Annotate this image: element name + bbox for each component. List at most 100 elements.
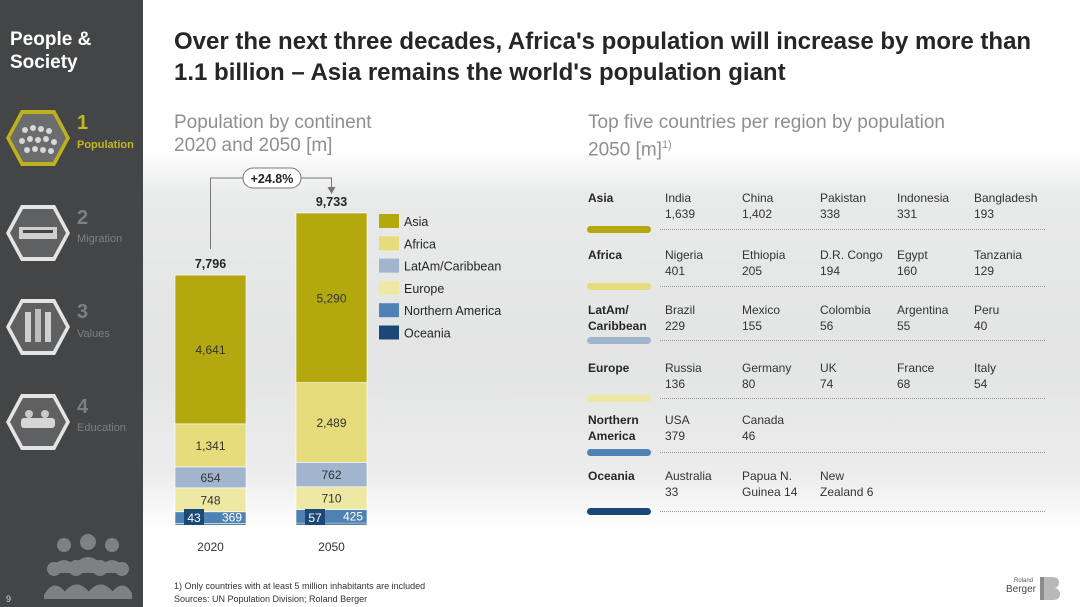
country-name: Egypt [897,248,928,262]
region-color-bar [587,449,651,456]
country-cell: China 1,402 [742,190,818,222]
legend-swatch [379,236,399,251]
table-subtitle: Top five countries per region by populat… [588,111,945,161]
country-cell: Germany 80 [742,360,818,392]
country-name: D.R. Congo [820,248,883,262]
region-label: Africa [588,248,623,262]
country-name: China [742,191,774,205]
footnote-marker: 1) [661,139,672,151]
country-name: Ethiopia [742,248,786,262]
country-population: 194 [820,264,841,278]
country-population: 331 [897,207,918,221]
bar-total-label: 7,796 [195,257,226,271]
country-name: Germany [742,361,792,375]
legend-swatch [379,214,399,228]
data-label-asia: 4,641 [195,343,225,357]
data-label-latam-caribbean: 654 [200,471,220,485]
growth-label: +24.8% [251,172,294,186]
data-label-latam-caribbean: 762 [321,468,341,482]
data-label-europe: 710 [321,492,341,506]
country-name: Tanzania [974,248,1023,262]
legend-swatch [379,280,399,295]
country-population: 55 [897,319,911,333]
bar-total-label: 9,733 [316,195,347,209]
country-population: 129 [974,264,995,278]
nav-number: 1 [77,112,89,134]
row-separator [660,511,1045,512]
section-title: People & Society [10,28,91,74]
data-label-asia: 5,290 [316,291,346,305]
growth-bracket-arrow [327,187,336,194]
region-color-bar [587,395,651,402]
data-label-africa: 1,341 [195,439,225,453]
nav-number: 4 [77,396,89,418]
country-cell: India 1,639 [665,190,741,222]
row-separator [660,452,1045,453]
country-cell: Peru 40 [974,302,1050,334]
page-number: 9 [6,594,12,604]
migration-hex-icon [6,205,70,261]
nav-label: Education [77,422,126,434]
country-population: 80 [742,377,756,391]
country-population: 205 [742,264,763,278]
page-title: Over the next three decades, Africa's po… [174,28,1032,86]
footnote-block: 1) Only countries with at least 5 millio… [174,580,425,606]
legend-label: Northern America [404,304,501,318]
row-separator [660,340,1045,341]
bar-segment-asia-2020 [174,274,247,425]
country-name: Pakistan [820,191,867,205]
region-color-bar [587,226,651,233]
population-hex-icon [6,110,70,166]
country-cell: Russia 136 [665,360,741,392]
country-name: France [897,361,935,375]
population-stacked-bar-chart: 2020 2050 4,641 5,290 1,341 2,489 654 762 748 710… [174,167,501,554]
country-name: Nigeria [665,248,704,262]
country-cell: Papua N. Guinea 14 [742,468,818,500]
country-cell: Mexico 155 [742,302,818,334]
country-cell: Nigeria 401 [665,247,741,279]
country-cell: France 68 [897,360,973,392]
sidebar: People & Society 1 Population 2 Migratio… [0,0,143,607]
row-separator [660,398,1045,399]
region-label: Oceania [588,469,635,483]
country-name: Bangladesh [974,191,1038,205]
legend-label: Europe [404,282,444,296]
data-label-oceania: 57 [308,511,322,525]
data-label-oceania: 43 [187,511,201,525]
country-cell: New Zealand 6 [820,468,896,500]
country-population: Zealand 6 [820,485,874,499]
country-name: USA [665,413,690,427]
country-name: Russia [665,361,702,375]
nav-label: Migration [77,233,123,245]
region-label: Europe [588,361,630,375]
region-label: Northern America [588,412,658,444]
bar-segment-latam-caribbean-2050 [295,462,368,488]
table-subtitle-unit: 2050 [m] [588,139,662,161]
country-population: 40 [974,319,988,333]
country-name: India [665,191,692,205]
bar-segment-asia-2050 [295,212,368,383]
country-name: Peru [974,303,1000,317]
country-cell: Bangladesh 193 [974,190,1050,222]
nav-label: Population [77,139,134,151]
x-tick-label: 2050 [318,540,345,554]
country-name: Mexico [742,303,781,317]
country-cell: Tanzania 129 [974,247,1050,279]
region-color-bar [587,337,651,344]
country-cell: Canada 46 [742,412,818,444]
legend-swatch [379,303,399,318]
country-name: Argentina [897,303,949,317]
country-cell: Ethiopia 205 [742,247,818,279]
country-name: Australia [665,469,712,483]
country-population: 1,402 [742,207,773,221]
data-label-northern-america: 369 [222,511,242,525]
logo-mark-icon [1040,577,1060,600]
country-population: 136 [665,377,686,391]
bar-segment-africa-2020 [174,423,247,468]
country-name: New [820,469,845,483]
oceania-label-box [184,509,204,525]
region-label-line: LatAm/ [588,303,629,317]
country-name: UK [820,361,837,375]
regions-table: Asia India 1,639 China 1,402 Pakistan 338 Indon… [585,190,1050,520]
legend-swatch [379,325,399,340]
